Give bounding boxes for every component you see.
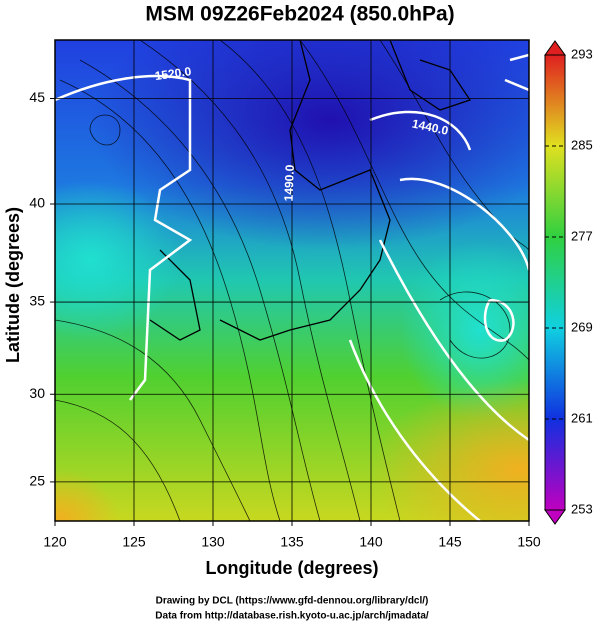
chart-title: MSM 09Z26Feb2024 (850.0hPa) [145, 3, 454, 26]
y-tick-label: 45 [29, 89, 45, 105]
colorbar-tick-label: 253 [571, 501, 593, 516]
colorbar: 253 261 269 277 285 293 [544, 40, 593, 525]
grid [55, 40, 529, 521]
colorbar-tick-label: 261 [571, 410, 593, 425]
colorbar-tick-label: 269 [571, 319, 593, 334]
colorbar-scale [544, 54, 566, 511]
x-tick-label: 130 [201, 534, 225, 550]
field [55, 40, 529, 521]
x-tick-label: 135 [280, 534, 304, 550]
y-tick-label: 40 [29, 195, 45, 211]
colorbar-under [544, 509, 566, 525]
footer: Drawing by DCL (https://www.gfd-dennou.o… [156, 596, 429, 607]
colorbar-tick-label: 293 [571, 46, 593, 61]
x-tick-label: 145 [438, 534, 462, 550]
colorbar-tick-label: 277 [571, 228, 593, 243]
x-tick-label: 150 [517, 534, 541, 550]
x-axis-label: Longitude (degrees) [205, 558, 378, 578]
contour-label: 1490.0 [282, 164, 297, 201]
footer: Data from http://database.rish.kyoto-u.a… [155, 611, 429, 622]
colorbar-over [544, 40, 566, 56]
y-axis-label: Latitude (degrees) [3, 207, 23, 363]
x-tick-label: 125 [122, 534, 146, 550]
y-tick-label: 25 [29, 473, 45, 489]
x-tick-label: 140 [359, 534, 383, 550]
y-tick-label: 35 [29, 293, 45, 309]
contour-label: 1520.0 [154, 64, 193, 83]
x-tick-label: 120 [43, 534, 67, 550]
colorbar-tick-label: 285 [571, 137, 593, 152]
y-tick-label: 30 [29, 385, 45, 401]
